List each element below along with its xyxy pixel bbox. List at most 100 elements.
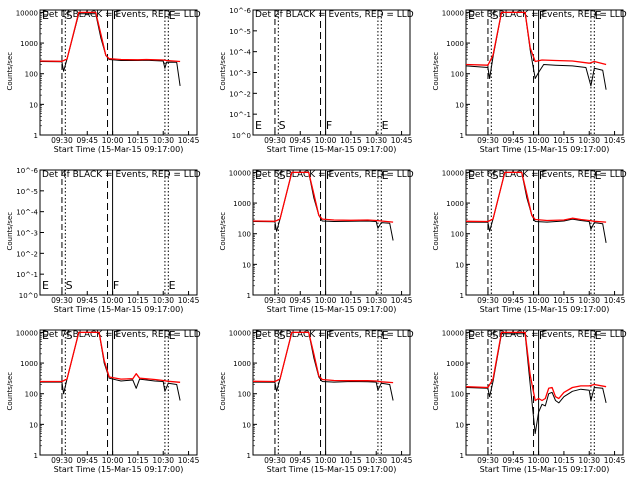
x-tick-label: 09:45 [502,456,524,465]
x-tick-label: 10:15 [340,456,362,465]
x-axis-label: Start Time (15-Mar-15 09:17:00) [54,305,184,314]
series-events-line [465,11,607,90]
x-tick-label: 09:30 [51,456,73,465]
x-tick-label: 09:45 [502,136,524,145]
marker-label-e: E [169,329,176,342]
y-tick-label: 1000 [446,40,464,48]
x-axis-label: Start Time (15-Mar-15 09:17:00) [267,305,397,314]
marker-label-e: E [382,119,389,132]
panel-det-6: Det 6f BLACK = Events, RED = LLD Counts/s… [432,169,627,314]
x-tick-label: 10:45 [604,456,626,465]
marker-label-f: F [539,329,545,342]
marker-label-f: F [113,9,119,22]
y-tick-label: 10^-4 [16,209,38,217]
marker-label-e: E [595,329,602,342]
panel-det-2: Det 2f BLACK = Events, RED = LLD Counts/s… [219,7,414,154]
x-tick-label: 10:45 [604,136,626,145]
marker-label-e: E [42,279,49,292]
x-tick-label: 10:15 [553,136,575,145]
y-tick-label: 10 [455,101,464,109]
x-tick-label: 10:30 [152,456,174,465]
marker-label-s: S [279,119,286,132]
y-tick-label: 1000 [20,40,38,48]
series-lld-line [465,171,607,223]
y-tick-label: 1 [247,292,251,300]
x-tick-label: 09:30 [264,136,286,145]
y-tick-label: 10^-2 [229,90,251,98]
y-tick-label: 100 [238,231,251,239]
marker-label-e: E [382,329,389,342]
y-axis-label: Counts/sec [6,52,14,91]
plot-frame [252,9,411,136]
y-axis-label: Counts/sec [219,372,227,411]
series-lld-line [465,331,607,402]
marker-label-e: E [255,169,262,182]
panel-title: Det 7f BLACK = Events, RED = LLD [42,330,201,340]
x-tick-label: 09:30 [477,296,499,305]
y-axis-label: Counts/sec [432,372,440,411]
series-events-line [252,331,394,401]
marker-label-s: S [66,329,73,342]
x-axis-label: Start Time (15-Mar-15 09:17:00) [267,145,397,154]
y-tick-label: 10000 [442,329,464,337]
y-tick-label: 10^-2 [16,250,38,258]
y-axis-label: Counts/sec [432,52,440,91]
y-tick-label: 10000 [442,169,464,177]
marker-label-f: F [539,9,545,22]
marker-label-f: F [326,169,332,182]
plot-frame [465,329,624,456]
x-tick-label: 09:30 [477,456,499,465]
y-tick-label: 1000 [233,200,251,208]
y-tick-label: 10 [29,421,38,429]
marker-label-s: S [66,279,73,292]
y-tick-label: 10 [242,421,251,429]
marker-label-e: E [255,329,262,342]
marker-label-e: E [169,279,176,292]
x-tick-label: 10:00 [102,296,124,305]
y-tick-label: 10^-5 [16,188,38,196]
plot-frame [465,169,624,296]
series-lld-line [252,171,394,223]
x-tick-label: 10:00 [102,136,124,145]
marker-label-e: E [42,9,49,22]
marker-label-e: E [468,329,475,342]
marker-label-s: S [279,169,286,182]
x-tick-label: 09:30 [264,456,286,465]
y-tick-label: 10^-3 [16,230,38,238]
y-tick-label: 10 [242,261,251,269]
x-tick-label: 09:45 [76,136,98,145]
x-tick-label: 10:45 [391,456,413,465]
panel-title: Det 8f BLACK = Events, RED = LLD [255,330,414,340]
x-tick-label: 10:45 [391,296,413,305]
x-tick-label: 10:00 [315,296,337,305]
plot-frame [39,329,198,456]
marker-label-f: F [326,329,332,342]
y-axis-label: Counts/sec [432,212,440,251]
panel-det-4: Det 4f BLACK = Events, RED = LLD Counts/s… [6,167,201,314]
x-tick-label: 09:30 [51,136,73,145]
marker-label-e: E [382,169,389,182]
y-tick-label: 10000 [229,169,251,177]
plot-frame [39,9,198,136]
y-tick-label: 1000 [446,200,464,208]
series-events-line [465,333,607,435]
x-tick-label: 10:15 [553,456,575,465]
marker-label-s: S [492,9,499,22]
y-tick-label: 100 [25,391,38,399]
x-tick-label: 10:15 [127,136,149,145]
x-tick-label: 10:45 [391,136,413,145]
plot-frame [39,169,198,296]
marker-label-s: S [492,329,499,342]
marker-label-s: S [66,9,73,22]
plot-frame [252,169,411,296]
panel-title: Det 6f BLACK = Events, RED = LLD [468,170,627,180]
x-tick-label: 10:45 [604,296,626,305]
x-axis-label: Start Time (15-Mar-15 09:17:00) [480,465,610,474]
panel-title: Det 4f BLACK = Events, RED = LLD [42,170,201,180]
marker-label-f: F [113,279,119,292]
y-tick-label: 1 [460,452,464,460]
y-tick-label: 10^-6 [16,167,38,175]
x-tick-label: 10:30 [578,136,600,145]
x-tick-label: 10:00 [102,456,124,465]
y-tick-label: 1 [460,292,464,300]
